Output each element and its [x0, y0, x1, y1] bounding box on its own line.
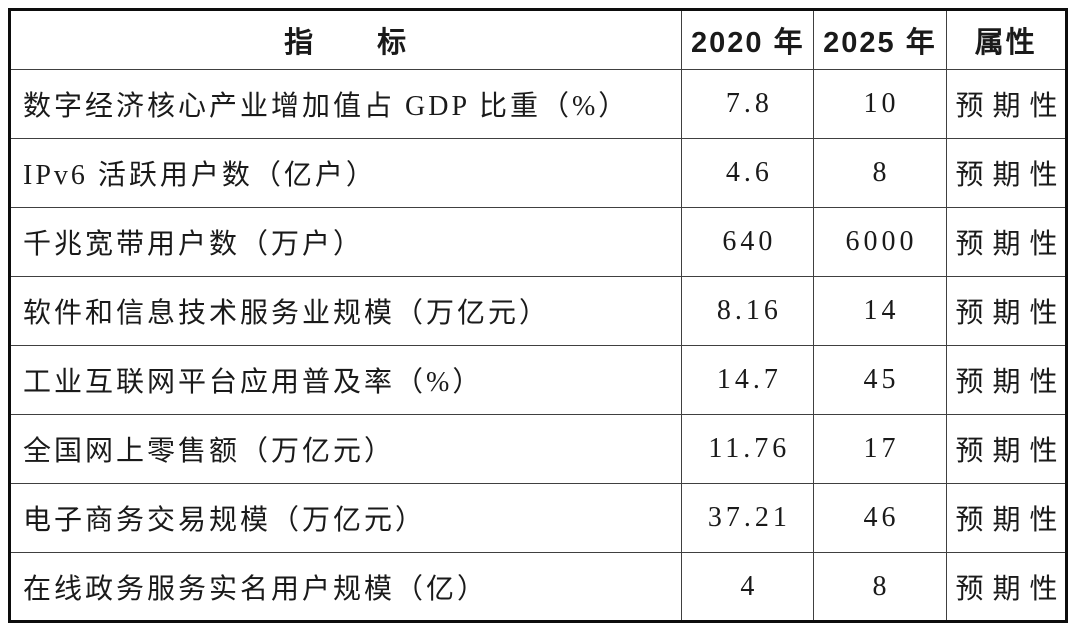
cell-2025-value: 46: [813, 483, 947, 553]
header-attribute: 属性: [945, 9, 1067, 70]
table-row: 工业互联网平台应用普及率（%） 14.7 45 预期性: [8, 345, 1067, 415]
cell-attribute: 预期性: [945, 483, 1067, 553]
cell-2020-value: 37.21: [681, 483, 815, 553]
cell-2025-value: 8: [813, 552, 947, 622]
cell-2025-value: 8: [813, 138, 947, 208]
cell-attribute: 预期性: [945, 138, 1067, 208]
table-row: 全国网上零售额（万亿元） 11.76 17 预期性: [8, 414, 1067, 484]
cell-indicator: 工业互联网平台应用普及率（%）: [8, 345, 683, 415]
cell-2020-value: 14.7: [681, 345, 815, 415]
cell-indicator: IPv6 活跃用户数（亿户）: [8, 138, 683, 208]
cell-attribute: 预期性: [945, 552, 1067, 622]
cell-2020-value: 7.8: [681, 69, 815, 139]
cell-attribute: 预期性: [945, 414, 1067, 484]
cell-attribute: 预期性: [945, 345, 1067, 415]
table-row: IPv6 活跃用户数（亿户） 4.6 8 预期性: [8, 138, 1067, 208]
table-row: 千兆宽带用户数（万户） 640 6000 预期性: [8, 207, 1067, 277]
cell-indicator: 电子商务交易规模（万亿元）: [8, 483, 683, 553]
cell-2020-value: 11.76: [681, 414, 815, 484]
cell-attribute: 预期性: [945, 207, 1067, 277]
cell-indicator: 软件和信息技术服务业规模（万亿元）: [8, 276, 683, 346]
cell-2025-value: 45: [813, 345, 947, 415]
table-row: 在线政务服务实名用户规模（亿） 4 8 预期性: [8, 552, 1067, 622]
header-indicator: 指 标: [8, 9, 683, 70]
indicators-table: 指 标 2020 年 2025 年 属性 数字经济核心产业增加值占 GDP 比重…: [8, 8, 1068, 623]
table-row: 软件和信息技术服务业规模（万亿元） 8.16 14 预期性: [8, 276, 1067, 346]
header-2020: 2020 年: [681, 9, 815, 70]
cell-indicator: 数字经济核心产业增加值占 GDP 比重（%）: [8, 69, 683, 139]
cell-indicator: 全国网上零售额（万亿元）: [8, 414, 683, 484]
cell-2025-value: 17: [813, 414, 947, 484]
cell-2025-value: 14: [813, 276, 947, 346]
cell-2020-value: 4.6: [681, 138, 815, 208]
table-header-row: 指 标 2020 年 2025 年 属性: [8, 9, 1067, 70]
cell-attribute: 预期性: [945, 276, 1067, 346]
table-row: 数字经济核心产业增加值占 GDP 比重（%） 7.8 10 预期性: [8, 69, 1067, 139]
cell-2020-value: 4: [681, 552, 815, 622]
table-row: 电子商务交易规模（万亿元） 37.21 46 预期性: [8, 483, 1067, 553]
header-2025: 2025 年: [813, 9, 947, 70]
cell-attribute: 预期性: [945, 69, 1067, 139]
cell-indicator: 千兆宽带用户数（万户）: [8, 207, 683, 277]
cell-2025-value: 10: [813, 69, 947, 139]
cell-indicator: 在线政务服务实名用户规模（亿）: [8, 552, 683, 622]
cell-2020-value: 8.16: [681, 276, 815, 346]
cell-2025-value: 6000: [813, 207, 947, 277]
cell-2020-value: 640: [681, 207, 815, 277]
